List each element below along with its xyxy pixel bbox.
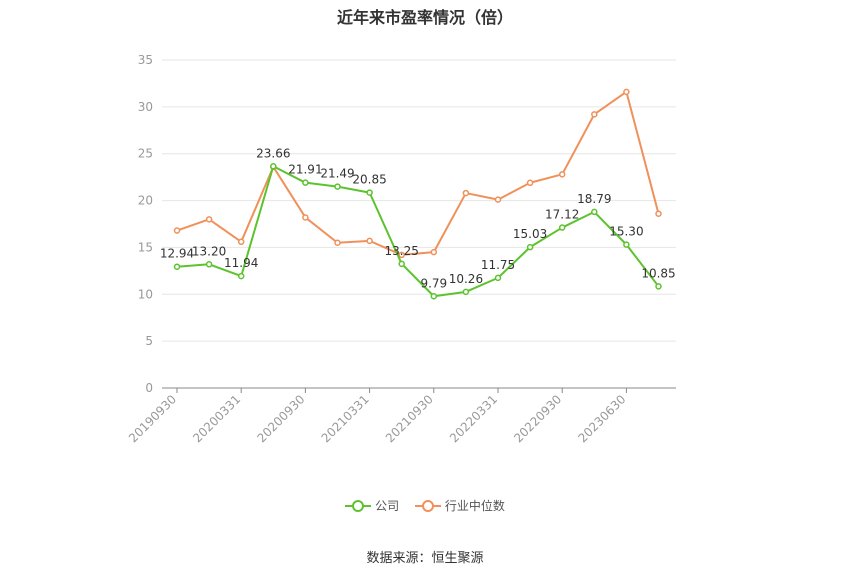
legend: 公司 行业中位数 [0, 497, 850, 516]
data-point-company [591, 208, 598, 216]
data-point-industry-median [494, 196, 502, 203]
y-tick-label: 30 [138, 100, 153, 114]
y-tick-label: 5 [145, 334, 153, 348]
data-point-industry-median [237, 238, 245, 246]
x-tick-label: 20190930 [126, 392, 179, 445]
data-label: 23.66 [256, 146, 290, 160]
data-point-industry-median [398, 251, 405, 259]
data-label: 9.79 [420, 276, 447, 290]
data-label: 21.49 [320, 167, 354, 181]
data-point-company [173, 263, 181, 270]
data-point-industry-median [623, 88, 630, 96]
y-tick-label: 15 [138, 240, 153, 254]
data-label: 10.85 [641, 266, 675, 280]
legend-swatch-industry-median [414, 499, 441, 513]
legend-label-industry-median: 行业中位数 [444, 499, 505, 513]
x-tick-label: 20200930 [254, 392, 307, 445]
y-tick-label: 25 [138, 147, 153, 161]
source-note: 数据来源：恒生聚源 [366, 551, 484, 566]
y-tick-label: 0 [145, 381, 153, 395]
legend-item-industry-median[interactable]: 行业中位数 [414, 497, 505, 514]
data-point-industry-median [366, 237, 373, 245]
data-label: 17.12 [545, 208, 579, 222]
chart-title: 近年来市盈率情况（倍） [336, 8, 513, 27]
data-label: 13.20 [192, 244, 226, 258]
x-tick-label: 20210331 [319, 392, 372, 445]
x-tick-label: 20200331 [190, 392, 243, 445]
data-point-company [237, 272, 245, 280]
data-label: 12.94 [160, 247, 194, 261]
data-point-company [623, 241, 630, 248]
data-point-industry-median [205, 216, 213, 223]
y-tick-label: 20 [138, 194, 153, 208]
data-point-company [366, 189, 373, 196]
data-point-company [302, 179, 309, 186]
data-label: 18.79 [577, 192, 611, 206]
data-point-company [655, 283, 662, 290]
legend-item-company[interactable]: 公司 [345, 497, 399, 514]
data-point-industry-median [430, 248, 438, 256]
data-point-company [334, 183, 341, 190]
data-label: 11.75 [481, 258, 515, 272]
x-tick-label: 20230630 [575, 392, 628, 445]
y-tick-label: 10 [138, 287, 153, 301]
data-point-company [558, 224, 566, 231]
data-point-company [526, 243, 534, 251]
data-label: 13.25 [385, 244, 419, 258]
data-point-industry-median [462, 189, 470, 197]
y-tick-label: 35 [138, 53, 153, 67]
x-tick-label: 20220331 [447, 392, 500, 445]
data-point-company [398, 260, 405, 268]
data-label: 15.30 [609, 225, 643, 239]
legend-swatch-company [345, 499, 372, 513]
data-point-company [270, 163, 277, 170]
data-point-industry-median [334, 239, 341, 246]
data-point-company [205, 261, 213, 268]
data-point-industry-median [173, 227, 181, 234]
data-label: 20.85 [352, 173, 386, 187]
series-lines [173, 88, 662, 300]
data-point-industry-median [655, 210, 662, 217]
legend-label-company: 公司 [375, 499, 400, 513]
data-point-industry-median [526, 179, 534, 187]
data-point-industry-median [302, 214, 309, 221]
x-tick-label: 20220930 [511, 392, 564, 445]
data-label: 15.03 [513, 227, 547, 241]
data-label: 10.26 [449, 272, 483, 286]
data-label: 11.94 [224, 256, 258, 270]
data-point-company [430, 293, 438, 300]
data-point-industry-median [558, 171, 566, 178]
data-point-company [462, 288, 470, 296]
series-line-industry-median [176, 90, 660, 256]
grid-lines [162, 59, 676, 342]
series-line-company [176, 165, 660, 298]
data-point-company [494, 274, 502, 282]
x-tick-label: 20210930 [383, 392, 436, 445]
data-label: 21.91 [288, 163, 322, 177]
data-point-industry-median [591, 111, 598, 118]
